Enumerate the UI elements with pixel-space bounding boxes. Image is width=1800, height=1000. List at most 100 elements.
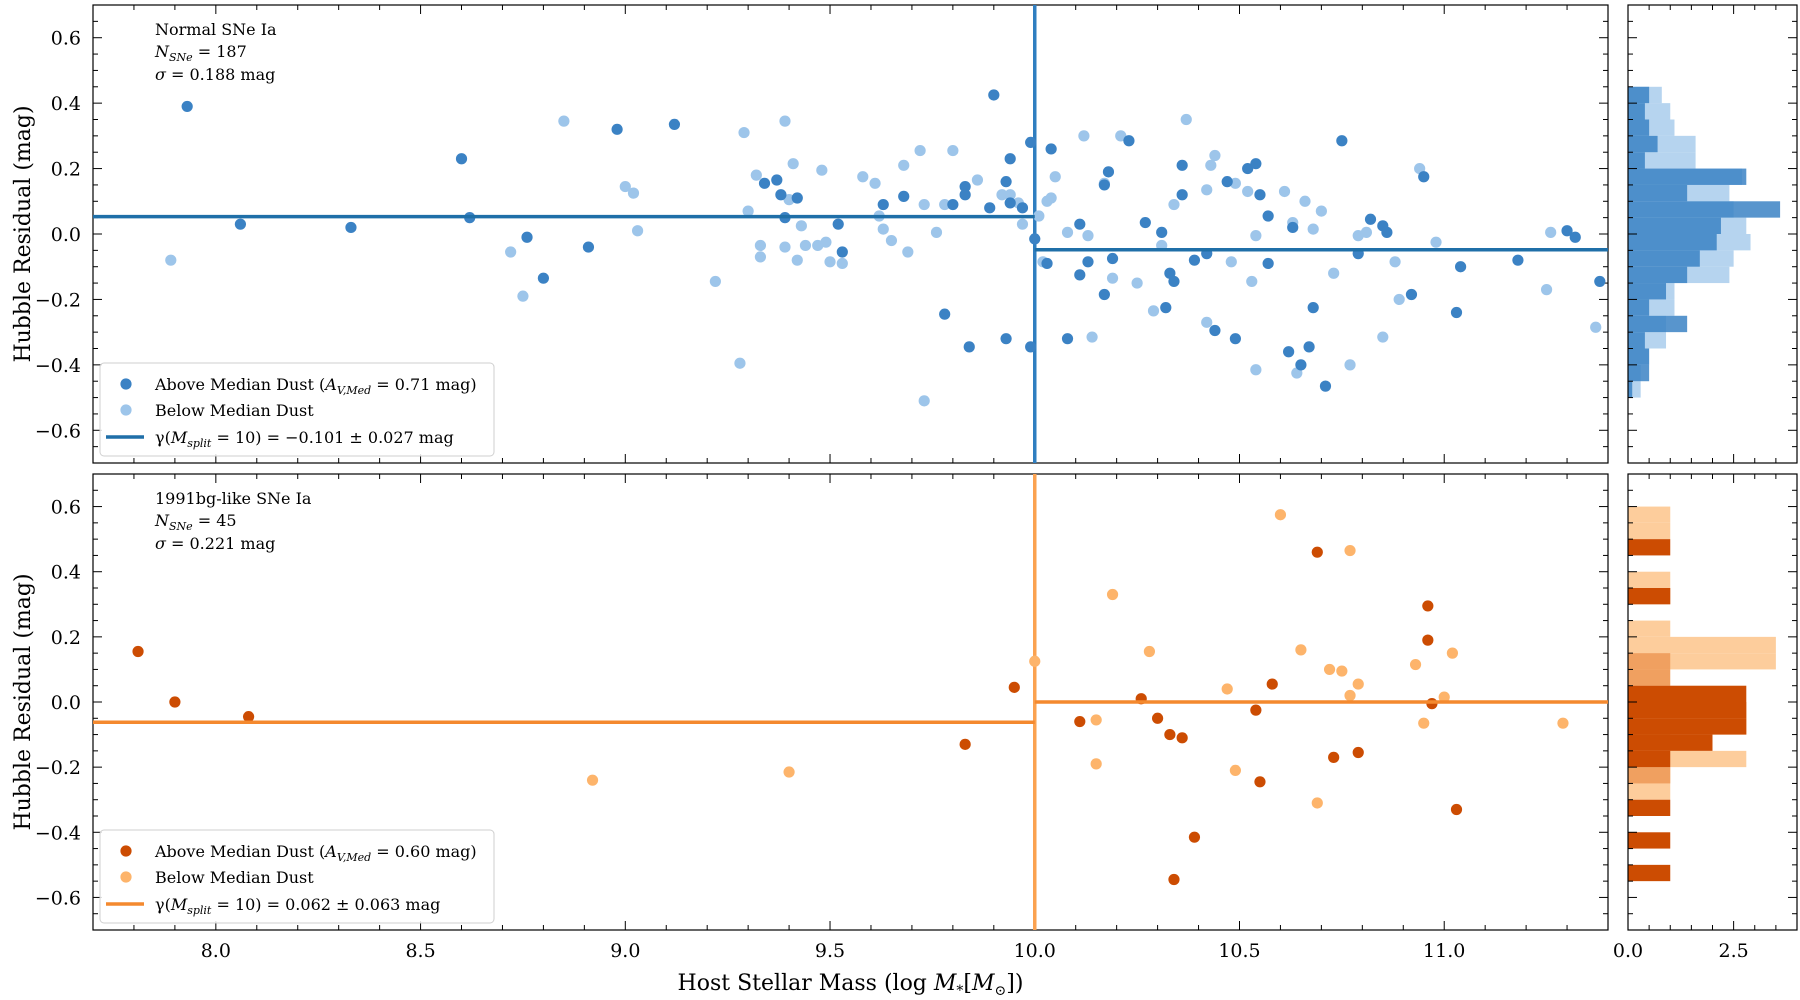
hist-above-bar xyxy=(1628,799,1671,816)
below-dust-point xyxy=(1090,758,1102,770)
above-dust-point xyxy=(1266,678,1278,690)
y-tick-label: 0.0 xyxy=(51,224,81,246)
legend-above-marker xyxy=(120,378,132,390)
above-dust-point xyxy=(947,198,959,211)
below-dust-point xyxy=(1307,223,1319,235)
below-dust-point xyxy=(939,198,951,211)
below-dust-point xyxy=(754,251,767,263)
below-dust-point xyxy=(558,115,570,127)
hist-below-bar xyxy=(1628,522,1671,540)
below-dust-point xyxy=(1201,184,1213,196)
y-tick-label: −0.6 xyxy=(35,887,81,909)
above-dust-point xyxy=(1061,333,1074,345)
above-dust-point xyxy=(836,246,848,258)
legend-above-label: Above Median Dust (AV,Med = 0.60 mag) xyxy=(154,842,477,864)
below-dust-point xyxy=(1086,331,1098,343)
below-dust-point xyxy=(816,164,828,176)
below-dust-point xyxy=(738,126,750,139)
above-dust-point xyxy=(1016,202,1029,214)
above-dust-point xyxy=(1188,831,1201,843)
below-dust-point xyxy=(820,236,832,248)
legend-gamma-label: γ(Msplit = 10) = −0.101 ± 0.027 mag xyxy=(155,428,454,450)
above-dust-point xyxy=(1176,159,1188,171)
below-dust-point xyxy=(631,225,644,237)
above-dust-point xyxy=(1000,176,1012,188)
hist-above-bar xyxy=(1628,250,1700,267)
above-dust-point xyxy=(582,241,595,253)
below-dust-point xyxy=(1061,226,1074,238)
above-dust-point xyxy=(791,192,803,204)
below-dust-point xyxy=(165,254,177,266)
above-dust-point xyxy=(537,272,550,284)
below-dust-point xyxy=(1131,277,1143,289)
above-dust-point xyxy=(1221,176,1233,188)
below-dust-point xyxy=(787,158,799,170)
above-dust-point xyxy=(1082,256,1094,268)
legend-box xyxy=(99,829,495,924)
below-dust-point xyxy=(1311,797,1323,809)
bottom-histogram xyxy=(1627,473,1798,931)
hist-above-bar xyxy=(1628,702,1747,719)
above-dust-point xyxy=(1156,226,1168,238)
top-annotation-n: NSNe = 187 xyxy=(154,42,247,64)
above-dust-point xyxy=(455,153,468,165)
y-tick-label: −0.4 xyxy=(35,822,81,844)
y-tick-label: −0.4 xyxy=(35,355,81,377)
below-dust-point xyxy=(1557,717,1569,729)
y-tick-label: 0.4 xyxy=(51,93,81,115)
hist-above-bar xyxy=(1628,135,1658,153)
above-dust-point xyxy=(1381,226,1393,238)
below-dust-point xyxy=(1106,588,1119,601)
top-annotation-title: Normal SNe Ia xyxy=(155,20,277,39)
below-dust-point xyxy=(1418,717,1430,729)
below-dust-point xyxy=(1045,192,1057,204)
hist-above-bar xyxy=(1628,381,1633,398)
above-dust-point xyxy=(1311,546,1323,558)
hist-above-bar xyxy=(1628,539,1671,556)
above-dust-point xyxy=(1422,600,1434,612)
above-dust-point xyxy=(984,202,996,214)
above-dust-point xyxy=(771,174,783,186)
x-tick-label: 10.5 xyxy=(1218,940,1260,962)
hist-above-bar xyxy=(1628,234,1717,251)
x-tick-label: 8.0 xyxy=(201,940,231,962)
above-dust-point xyxy=(1004,197,1016,209)
above-dust-point xyxy=(1029,233,1041,245)
above-dust-point xyxy=(1176,189,1188,201)
above-dust-point xyxy=(1106,252,1119,265)
hist-above-bar xyxy=(1628,588,1671,605)
hist-x-tick-label: 0.0 xyxy=(1613,940,1643,962)
below-dust-point xyxy=(1389,256,1401,268)
above-dust-point xyxy=(181,100,193,113)
hist-above-bar xyxy=(1628,152,1645,169)
bottom-legend: Above Median Dust (AV,Med = 0.60 mag) Bel… xyxy=(99,829,495,924)
above-dust-point xyxy=(1418,171,1430,183)
above-dust-point xyxy=(1098,288,1110,301)
above-dust-point xyxy=(832,218,844,230)
below-dust-point xyxy=(799,239,812,252)
below-dust-point xyxy=(1049,171,1061,183)
below-dust-point xyxy=(619,180,631,193)
below-dust-point xyxy=(1250,364,1262,376)
below-dust-point xyxy=(627,187,640,199)
below-dust-point xyxy=(857,171,869,183)
below-dust-point xyxy=(885,234,898,247)
top-legend: Above Median Dust (AV,Med = 0.71 mag) Bel… xyxy=(99,362,495,457)
below-dust-point xyxy=(1078,130,1090,142)
bottom-y-axis-title: Hubble Residual (mag) xyxy=(11,573,36,830)
bottom-panel: 0.6 0.4 0.2 0.0 −0.2 −0.4 −0.6 Hubble Residual … xyxy=(11,473,1609,931)
y-tick-label: −0.2 xyxy=(35,289,81,311)
above-dust-point xyxy=(1008,681,1020,693)
hist-above-bar xyxy=(1628,201,1781,218)
above-dust-point xyxy=(1164,728,1176,741)
above-dust-point xyxy=(963,341,975,353)
bottom-annotation-sigma: σ = 0.221 mag xyxy=(155,534,275,553)
above-dust-point xyxy=(1168,873,1180,886)
below-dust-point xyxy=(709,275,721,288)
below-dust-point xyxy=(1016,218,1029,230)
legend-above-label: Above Median Dust (AV,Med = 0.71 mag) xyxy=(154,375,477,397)
below-dust-point xyxy=(836,257,848,270)
bottom-annotation-title: 1991bg-like SNe Ia xyxy=(155,489,312,508)
below-dust-point xyxy=(1250,230,1262,242)
below-dust-point xyxy=(1295,644,1307,656)
